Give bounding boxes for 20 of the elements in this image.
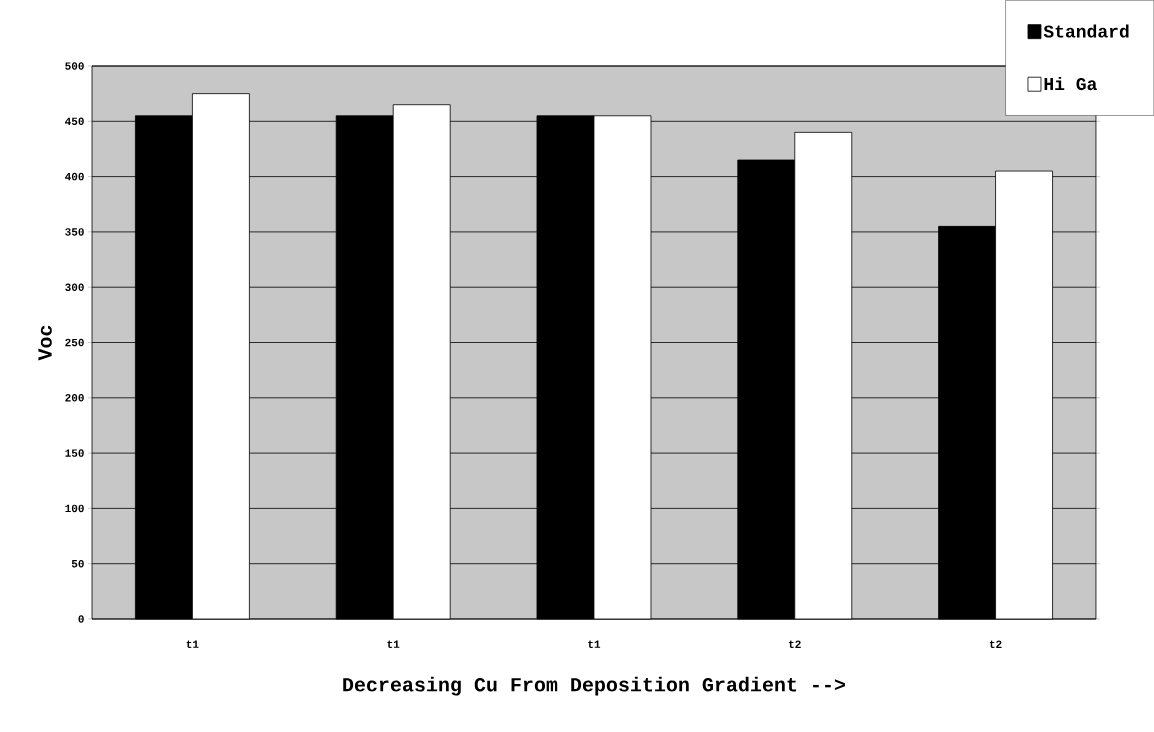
y-tick-label: 500 (65, 62, 84, 70)
x-tick-label: t2 (789, 640, 801, 648)
x-tick-label: t1 (588, 640, 601, 648)
x-tick-label: t2 (989, 640, 1002, 648)
y-tick-label: 50 (71, 559, 84, 568)
y-tick-label: 350 (65, 228, 84, 236)
y-tick-label: 250 (65, 338, 84, 347)
y-tick-label: 100 (65, 504, 84, 513)
legend-label: Hi Ga (1044, 76, 1097, 91)
legend-label: Standard (1043, 24, 1129, 38)
y-tick-label: 450 (65, 117, 84, 126)
y-axis-title: Voc (38, 325, 52, 361)
x-tick-label: t1 (387, 640, 400, 648)
y-tick-label: 150 (65, 449, 84, 457)
y-tick-label: 0 (78, 615, 84, 623)
y-tick-label: 300 (65, 283, 84, 291)
x-axis-title: Decreasing Cu From Deposition Gradient --> (343, 676, 845, 696)
x-tick-label: t1 (186, 640, 199, 648)
y-tick-label: 400 (65, 172, 84, 181)
y-tick-label: 200 (65, 394, 84, 402)
